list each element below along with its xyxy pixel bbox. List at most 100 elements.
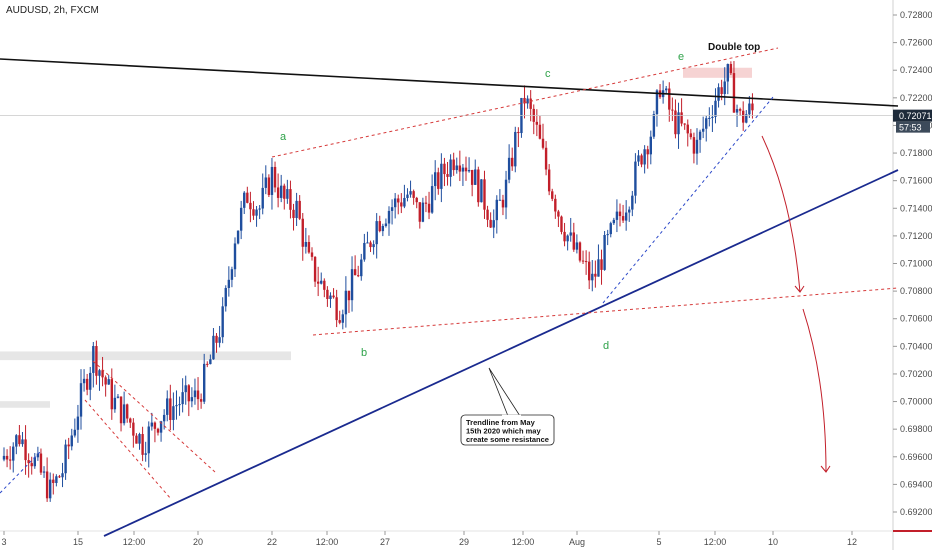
- candle: [748, 96, 751, 118]
- candle: [236, 230, 240, 245]
- candle: [458, 150, 462, 182]
- candle-body: [267, 177, 271, 195]
- x-tick-label: 3: [1, 537, 6, 547]
- candle-body: [162, 414, 166, 422]
- candle-body: [735, 109, 739, 113]
- candle: [276, 173, 280, 208]
- candle-body: [261, 187, 264, 209]
- candle-body: [563, 231, 566, 242]
- candle: [563, 222, 566, 247]
- wave-label-e: e: [678, 51, 684, 63]
- y-tick-label: 0.69200: [900, 507, 932, 517]
- candle: [501, 194, 505, 216]
- candle: [18, 424, 21, 447]
- candle-body: [236, 230, 240, 244]
- y-tick-label: 0.69800: [900, 424, 932, 434]
- candle-body: [477, 169, 480, 203]
- candle-body: [751, 103, 754, 111]
- candle: [535, 109, 539, 137]
- candle: [313, 256, 317, 287]
- candle-body: [578, 242, 582, 261]
- candle-body: [588, 261, 591, 281]
- candle: [680, 98, 683, 127]
- candle: [418, 202, 421, 229]
- candle-body: [304, 241, 308, 247]
- candle: [209, 354, 212, 365]
- candle: [239, 200, 243, 240]
- candle-body: [286, 189, 289, 199]
- trendline-note-line: 15th 2020 which may: [466, 427, 541, 436]
- candle: [138, 432, 141, 450]
- candle: [455, 157, 458, 174]
- candle: [199, 393, 203, 409]
- candle-body: [110, 379, 113, 410]
- candle-body: [745, 114, 748, 123]
- candle: [511, 147, 514, 171]
- candle: [588, 251, 591, 290]
- candle: [686, 119, 689, 147]
- countdown-badge-text: 57:53: [899, 123, 922, 133]
- candle: [474, 159, 477, 186]
- candle: [42, 466, 46, 478]
- price-axis-marker: [893, 530, 932, 532]
- candle-body: [495, 199, 498, 221]
- candle: [566, 234, 569, 251]
- candle-body: [498, 199, 502, 201]
- candle: [187, 384, 190, 417]
- double-top-zone: [683, 67, 752, 78]
- candle-body: [427, 203, 431, 213]
- candle: [415, 196, 418, 209]
- wave-label-d: d: [603, 340, 609, 352]
- candle: [126, 403, 129, 423]
- candle-body: [292, 209, 295, 218]
- candle-body: [683, 123, 686, 125]
- candle-body: [634, 161, 637, 196]
- candle: [196, 377, 200, 411]
- candle: [255, 206, 258, 227]
- y-tick-label: 0.72400: [900, 65, 932, 75]
- candle-body: [289, 189, 292, 210]
- candle-body: [169, 398, 172, 420]
- candle: [486, 205, 489, 228]
- candle: [406, 188, 409, 202]
- candle-body: [738, 109, 742, 111]
- candle: [258, 205, 261, 220]
- candle-body: [89, 372, 92, 390]
- candle-body: [504, 179, 508, 208]
- candle: [366, 231, 369, 244]
- candle-body: [347, 290, 351, 301]
- candle-body: [221, 306, 224, 338]
- candle: [172, 392, 175, 431]
- candle: [427, 191, 431, 220]
- may-support-trendline: [103, 169, 899, 537]
- candle: [267, 174, 271, 197]
- candle: [557, 209, 560, 228]
- x-tick-label: 12:00: [704, 537, 727, 547]
- candle-body: [252, 209, 255, 216]
- candle-body: [652, 114, 656, 137]
- candle: [49, 472, 52, 502]
- candle: [640, 153, 643, 168]
- candle-body: [224, 287, 227, 307]
- candle-body: [483, 179, 486, 210]
- candle-body: [397, 198, 400, 203]
- candle: [751, 93, 754, 119]
- y-tick-label: 0.70600: [900, 314, 932, 324]
- candle-body: [329, 295, 332, 299]
- trendline-note-line: Trendline from May: [466, 418, 536, 427]
- resistance-trendline: [0, 58, 899, 107]
- candle: [104, 375, 107, 397]
- candle-body: [42, 471, 46, 473]
- candle-body: [646, 149, 649, 155]
- candle-body: [547, 169, 551, 192]
- candle-body: [609, 223, 612, 235]
- candle: [387, 206, 391, 236]
- candle: [606, 229, 609, 246]
- candle: [58, 474, 61, 478]
- candle: [141, 426, 144, 462]
- candle-body: [258, 208, 261, 210]
- candle: [544, 141, 548, 176]
- candle: [341, 309, 344, 330]
- candle: [483, 170, 486, 219]
- candle: [147, 421, 150, 468]
